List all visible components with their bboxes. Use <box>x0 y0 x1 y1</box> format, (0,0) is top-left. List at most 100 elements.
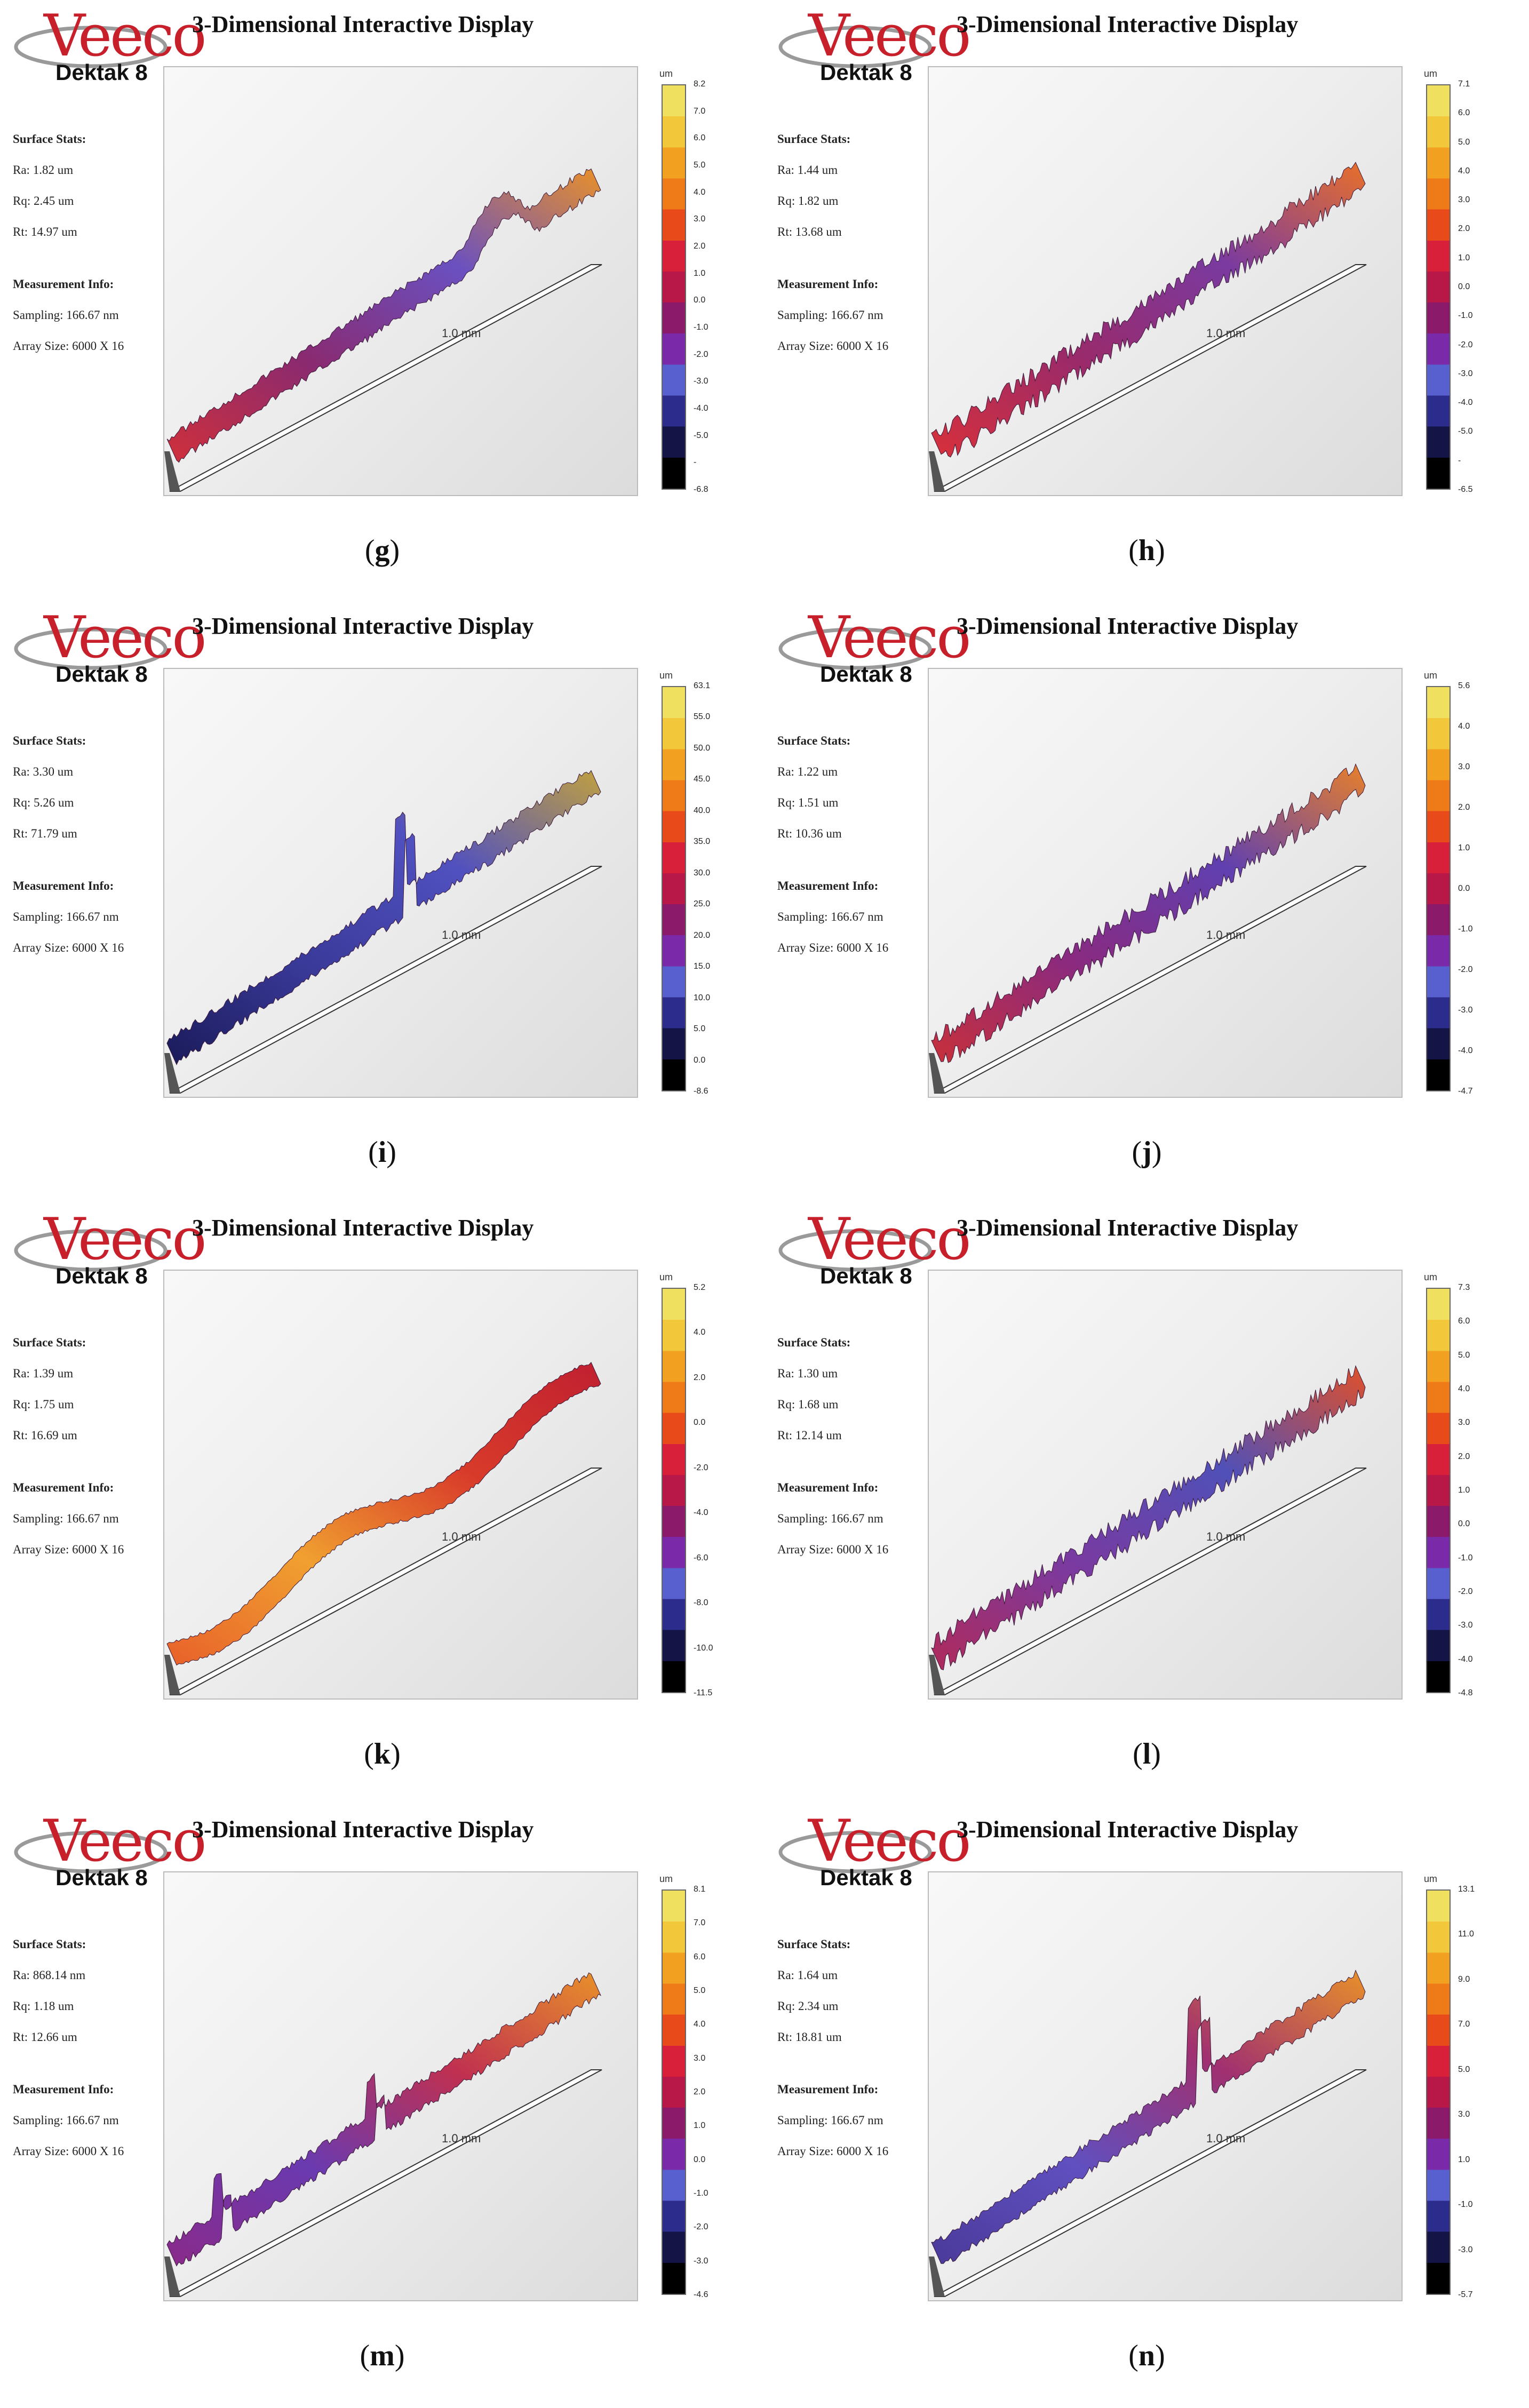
colorbar-tick: 7.0 <box>694 106 706 116</box>
sampling-value: Sampling: 166.67 nm <box>777 1512 883 1525</box>
colorbar-tick: 3.0 <box>694 2053 706 2063</box>
veeco-logo: Veeco Dektak 8 <box>11 1811 206 1891</box>
colorbar-tick: 55.0 <box>694 712 711 722</box>
surface-stats-heading: Surface Stats: <box>13 132 86 146</box>
colorbar-tick: -3.0 <box>1458 369 1473 378</box>
plot-area: 1.0 mm <box>928 1871 1403 2301</box>
colorbar-tick: -4.0 <box>694 404 708 413</box>
stat-rq: Rq: 1.82 um <box>777 194 839 208</box>
colorbar-tick: 20.0 <box>694 930 711 940</box>
colorbar-tick: 3.0 <box>1458 2110 1470 2119</box>
surface-profile <box>929 1365 1367 1695</box>
colorbar <box>1426 1288 1451 1693</box>
logo-swoosh-icon <box>14 627 168 670</box>
display-title: 3-Dimensional Interactive Display <box>192 1215 534 1241</box>
plot-area: 1.0 mm <box>163 1871 638 2301</box>
colorbar-tick: 8.1 <box>694 1885 706 1894</box>
stat-ra: Ra: 1.64 um <box>777 1968 838 1982</box>
baseline-plane <box>169 2069 602 2297</box>
stat-rq: Rq: 2.34 um <box>777 1999 839 2013</box>
colorbar-tick: 0.0 <box>694 1418 706 1428</box>
colorbar-tick: -1.0 <box>1458 311 1473 321</box>
colorbar-tick: -1.0 <box>1458 1553 1473 1562</box>
colorbar-tick: -3.0 <box>1458 1006 1473 1015</box>
colorbar-tick: -3.0 <box>694 2256 708 2266</box>
panel-caption: (n) <box>1128 2339 1165 2372</box>
logo-swoosh-icon <box>778 1229 932 1272</box>
scale-label: 1.0 mm <box>442 326 481 340</box>
array-size-value: Array Size: 6000 X 16 <box>13 2144 124 2158</box>
measurement-info-heading: Measurement Info: <box>777 277 879 291</box>
logo-model: Dektak 8 <box>820 1263 912 1288</box>
colorbar-tick: 5.0 <box>694 1986 706 1995</box>
base-edge <box>164 1655 180 1695</box>
colorbar-tick: -2.0 <box>694 349 708 359</box>
colorbar-unit: um <box>659 1272 673 1282</box>
surface-stats-heading: Surface Stats: <box>777 1336 851 1349</box>
surface-strip <box>166 770 601 1065</box>
stat-rq: Rq: 1.51 um <box>777 796 839 809</box>
colorbar-tick: -2.0 <box>1458 1587 1473 1596</box>
colorbar-tick: 15.0 <box>694 962 711 971</box>
colorbar-tick: 5.0 <box>1458 137 1470 147</box>
surface-strip <box>931 763 1366 1063</box>
array-size-value: Array Size: 6000 X 16 <box>13 1543 124 1556</box>
surface-strip <box>931 1970 1366 2264</box>
veeco-logo: Veeco Dektak 8 <box>11 1209 206 1289</box>
surface-stats-heading: Surface Stats: <box>13 1336 86 1349</box>
colorbar-unit: um <box>1424 68 1438 79</box>
sampling-value: Sampling: 166.67 nm <box>777 308 883 322</box>
surface-stats-heading: Surface Stats: <box>777 132 851 146</box>
veeco-logo: Veeco Dektak 8 <box>775 607 971 687</box>
surface-strip <box>166 168 601 463</box>
colorbar-tick: 0.0 <box>694 1055 706 1065</box>
logo-model: Dektak 8 <box>820 1865 912 1890</box>
colorbar-tick: - <box>1458 456 1461 465</box>
colorbar-tick: 7.0 <box>1458 2020 1470 2029</box>
display-title: 3-Dimensional Interactive Display <box>957 1215 1299 1241</box>
surface-profile <box>164 770 602 1094</box>
stat-rq: Rq: 1.75 um <box>13 1398 74 1411</box>
stats-gap <box>13 849 124 871</box>
stats-gap <box>777 248 888 269</box>
stats-block: Surface Stats: Ra: 868.14 nm Rq: 1.18 um Rt… <box>13 1929 124 2167</box>
colorbar-ticks: 8.2 7.0 6.0 5.0 4.0 3.0 2.0 1.0 0.0 -1.0 -2.0 -3.0 -… <box>694 79 752 494</box>
colorbar-tick: 6.0 <box>694 133 706 143</box>
colorbar-ticks: 5.6 4.0 3.0 2.0 1.0 0.0 -1.0 -2.0 -3.0 -4.0 -4.7 <box>1458 681 1517 1096</box>
stat-rt: Rt: 12.66 um <box>13 2030 77 2044</box>
colorbar-tick: -3.0 <box>1458 2245 1473 2254</box>
surface-strip <box>166 1972 602 2267</box>
colorbar-tick: 4.0 <box>694 1328 706 1337</box>
panel-caption: (j) <box>1132 1136 1162 1169</box>
stat-ra: Ra: 1.30 um <box>777 1367 838 1380</box>
colorbar-tick: -4.0 <box>694 1508 708 1518</box>
colorbar-tick: 0.0 <box>1458 884 1470 893</box>
colorbar-tick: 5.0 <box>1458 1350 1470 1360</box>
logo-model: Dektak 8 <box>55 1865 148 1890</box>
logo-swoosh-icon <box>778 26 932 68</box>
colorbar-tick: 1.0 <box>1458 2155 1470 2164</box>
colorbar-tick: 2.0 <box>694 1373 706 1382</box>
scale-label: 1.0 mm <box>442 2132 481 2145</box>
colorbar-tick: 50.0 <box>694 743 711 753</box>
panel-caption: (g) <box>364 534 400 567</box>
panel-caption: (h) <box>1128 534 1165 567</box>
surface-strip <box>166 1362 601 1666</box>
colorbar-tick: 13.1 <box>1458 1885 1475 1894</box>
base-edge <box>929 1655 945 1695</box>
colorbar-tick: 0.0 <box>694 296 706 305</box>
colorbar-tick: 7.1 <box>1458 79 1470 89</box>
display-title: 3-Dimensional Interactive Display <box>957 11 1299 37</box>
stat-rt: Rt: 71.79 um <box>13 827 77 840</box>
stat-rt: Rt: 14.97 um <box>13 225 77 238</box>
logo-word: Veeco <box>44 3 206 69</box>
panel-i: Veeco Dektak 8 3-Dimensional Interactive D… <box>0 602 765 1203</box>
surface-stats-heading: Surface Stats: <box>13 1937 86 1951</box>
colorbar <box>1426 1889 1451 2295</box>
colorbar-tick: 2.0 <box>1458 803 1470 812</box>
colorbar-unit: um <box>659 670 673 681</box>
array-size-value: Array Size: 6000 X 16 <box>777 339 889 353</box>
panel-caption-letter: n <box>1138 2339 1156 2372</box>
logo-swoosh-icon <box>14 26 168 68</box>
stats-gap <box>777 849 888 871</box>
